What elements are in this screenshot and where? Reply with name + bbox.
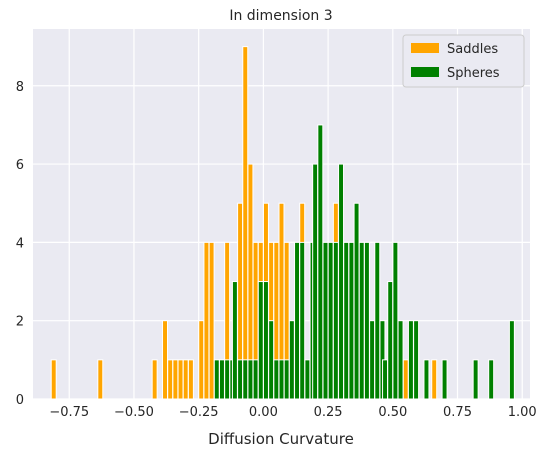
bar-spheres <box>363 241 370 400</box>
bar-saddles <box>402 359 409 400</box>
bar-saddles <box>242 46 249 400</box>
legend-label-saddles: Saddles <box>447 42 498 57</box>
y-tick-label: 0 <box>16 393 24 408</box>
y-tick-label: 6 <box>16 158 24 173</box>
x-axis-title: Diffusion Curvature <box>208 430 354 448</box>
bar-saddles <box>198 320 205 400</box>
bar-spheres <box>508 320 515 400</box>
y-tick-label: 4 <box>16 236 24 251</box>
y-tick-label: 2 <box>16 315 24 330</box>
bar-spheres <box>332 241 339 400</box>
bar-spheres <box>423 359 430 400</box>
bar-spheres <box>353 202 360 400</box>
x-tick-label: 0.00 <box>249 405 278 420</box>
bar-spheres <box>283 359 290 400</box>
bar-spheres <box>374 241 381 400</box>
bar-spheres <box>472 359 479 400</box>
bar-spheres <box>392 241 399 400</box>
bar-spheres <box>288 320 295 400</box>
bar-spheres <box>338 163 345 400</box>
x-axis-ticks: −0.75 −0.50 −0.25 0.00 0.25 0.50 0.75 1.00 <box>49 405 536 420</box>
x-tick-label: −0.75 <box>49 405 89 420</box>
bar-spheres <box>242 359 249 400</box>
bar-spheres <box>322 241 329 400</box>
bar-spheres <box>213 359 220 400</box>
bar-saddles <box>208 241 215 400</box>
bar-saddles <box>151 359 158 400</box>
bar-spheres <box>218 359 225 400</box>
bar-spheres <box>273 359 280 400</box>
x-tick-label: 0.50 <box>378 405 407 420</box>
bar-saddles <box>162 320 169 400</box>
bar-saddles <box>203 241 210 400</box>
bar-spheres <box>317 124 324 400</box>
bar-spheres <box>397 320 404 400</box>
legend: Saddles Spheres <box>402 34 525 88</box>
legend-label-spheres: Spheres <box>447 66 500 81</box>
bar-spheres <box>382 359 389 400</box>
bar-spheres <box>231 281 238 400</box>
series-spheres-bars <box>213 124 515 400</box>
bar-spheres <box>441 359 448 400</box>
bar-saddles <box>167 359 174 400</box>
bar-saddles <box>97 359 104 400</box>
bar-spheres <box>257 281 264 400</box>
legend-swatch-saddles <box>411 43 439 53</box>
bar-spheres <box>348 241 355 400</box>
bar-saddles <box>187 359 194 400</box>
x-tick-label: 0.25 <box>314 405 343 420</box>
bar-spheres <box>369 320 376 400</box>
bar-spheres <box>304 359 311 400</box>
x-tick-label: 1.00 <box>508 405 537 420</box>
legend-swatch-spheres <box>411 67 439 77</box>
bar-saddles <box>50 359 57 400</box>
bar-spheres <box>387 281 394 400</box>
bar-spheres <box>268 320 275 400</box>
bar-spheres <box>294 241 301 400</box>
bar-spheres <box>252 359 259 400</box>
y-tick-label: 8 <box>16 80 24 95</box>
bar-saddles <box>172 359 179 400</box>
bar-spheres <box>413 320 420 400</box>
bar-saddles <box>431 359 438 400</box>
x-tick-label: −0.25 <box>179 405 219 420</box>
bar-spheres <box>278 359 285 400</box>
bar-saddles <box>177 359 184 400</box>
chart-title: In dimension 3 <box>229 8 332 24</box>
x-tick-label: −0.50 <box>114 405 154 420</box>
bar-spheres <box>247 359 254 400</box>
bar-spheres <box>224 359 231 400</box>
y-axis-ticks: 0 2 4 6 8 <box>16 80 24 408</box>
bar-spheres <box>358 241 365 400</box>
bar-spheres <box>299 241 306 400</box>
bar-spheres <box>327 241 334 400</box>
x-tick-label: 0.75 <box>443 405 472 420</box>
bar-spheres <box>237 359 244 400</box>
bar-spheres <box>343 241 350 400</box>
bar-saddles <box>182 359 189 400</box>
bar-spheres <box>262 281 269 400</box>
bar-spheres <box>488 359 495 400</box>
bar-spheres <box>312 163 319 400</box>
bar-spheres <box>407 320 414 400</box>
